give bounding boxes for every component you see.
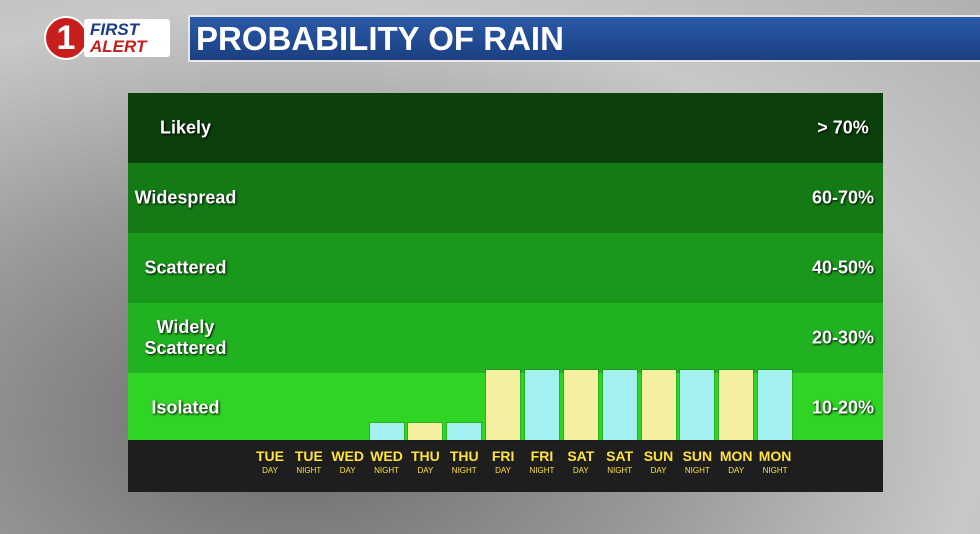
day-name: FRI [491,448,515,464]
day-name: MON [758,448,792,464]
day-period: DAY [572,466,589,475]
band-range: 40-50% [811,257,875,278]
band-label: Isolated [151,397,220,418]
day-period: NIGHT [451,466,477,475]
bar [719,370,754,440]
band-label: Likely [159,117,212,138]
day-period: DAY [650,466,667,475]
day-strip [128,440,883,492]
day-period: NIGHT [374,466,399,475]
day-period: NIGHT [684,466,710,475]
day-name: SAT [606,448,634,464]
bar [563,370,598,440]
day-period: DAY [417,466,434,475]
bar [369,422,404,440]
band [128,163,883,233]
day-name: WED [331,448,365,464]
title-bar [188,15,980,62]
day-period: DAY [495,466,512,475]
day-period: NIGHT [762,466,788,475]
logo-first: FIRST [90,20,140,39]
day-name: FRI [530,448,554,464]
band [128,93,883,163]
day-period: DAY [339,466,356,475]
bar [641,370,676,440]
day-name: SAT [567,448,595,464]
band-label: Widespread [134,187,237,208]
day-period: DAY [728,466,745,475]
day-period: DAY [262,466,278,475]
logo-alert: ALERT [90,37,147,56]
day-period: NIGHT [296,466,322,475]
day-name: MON [719,448,753,464]
title: PROBABILITY OF RAIN [196,20,564,57]
bar [447,422,482,440]
band-range: 60-70% [811,187,875,208]
logo-box [84,19,170,57]
band-label: Widely Scattered [144,317,227,358]
day-name: THU [449,448,479,464]
day-period: NIGHT [529,466,555,475]
day-name: THU [411,448,440,464]
bar [602,370,637,440]
band-label: Scattered [144,257,227,278]
band [128,233,883,303]
bar [486,370,521,440]
day-name: SUN [643,448,674,464]
logo-number: 1 [44,16,88,60]
day-name: TUE [294,448,323,464]
bar [408,422,443,440]
chart-panel: Likely > 70% Widespread 60-70% Scattered 40-5… [128,93,883,492]
logo: 1 FIRST ALERT [44,16,172,62]
day-name: TUE [256,448,284,464]
day-name: WED [370,448,403,464]
bar [758,370,793,440]
band [128,303,883,373]
bar [680,370,715,440]
band-range: 10-20% [811,397,875,418]
day-period: NIGHT [607,466,633,475]
bar [524,370,559,440]
band-range: > 70% [817,117,869,138]
band-range: 20-30% [811,327,875,348]
day-name: SUN [682,448,713,464]
